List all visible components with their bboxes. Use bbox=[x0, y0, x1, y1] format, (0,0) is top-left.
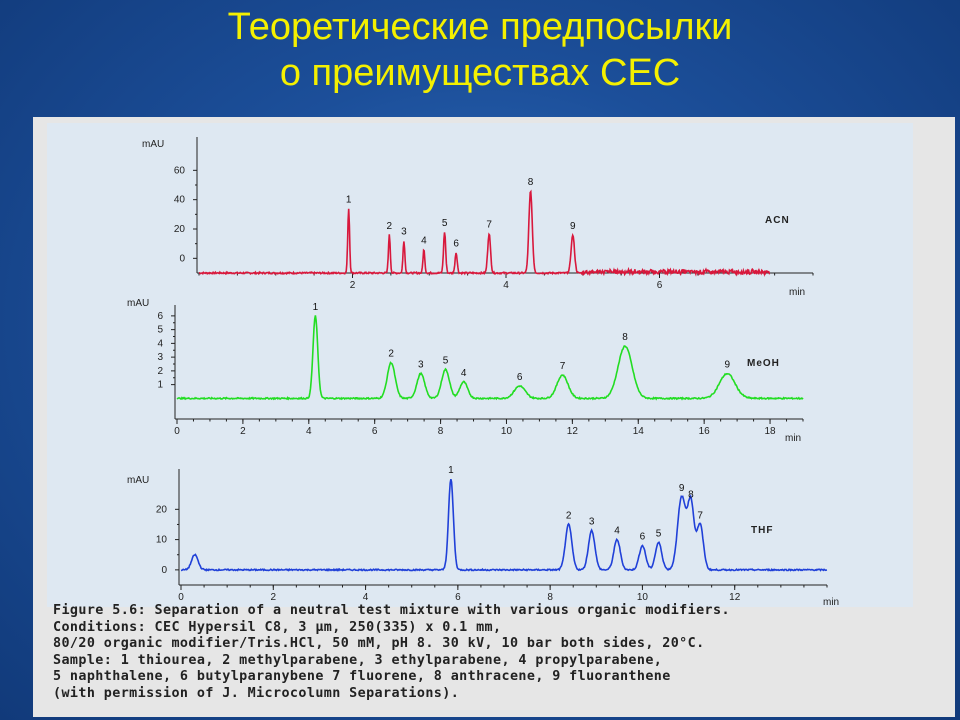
peak-label: 2 bbox=[566, 510, 572, 521]
y-axis-label: mAU bbox=[142, 139, 164, 150]
peak-label: 7 bbox=[560, 361, 566, 372]
x-tick-label: 4 bbox=[363, 592, 369, 603]
peak-label: 8 bbox=[688, 489, 694, 500]
series-line-thf bbox=[180, 479, 828, 572]
peak-label: 4 bbox=[421, 236, 427, 247]
solvent-label: MeOH bbox=[747, 358, 780, 369]
x-axis-label: min bbox=[785, 433, 801, 444]
y-tick-label: 4 bbox=[157, 338, 163, 349]
x-tick-label: 6 bbox=[455, 592, 461, 603]
x-tick-label: 16 bbox=[699, 426, 711, 437]
figure-caption: Figure 5.6: Separation of a neutral test… bbox=[53, 603, 933, 703]
x-tick-label: 8 bbox=[438, 426, 444, 437]
y-tick-label: 10 bbox=[156, 535, 168, 546]
peak-label: 2 bbox=[387, 221, 393, 232]
peak-label: 4 bbox=[461, 368, 467, 379]
peak-label: 9 bbox=[724, 360, 730, 371]
caption-line: 5 naphthalene, 6 butylparanybene 7 fluor… bbox=[53, 669, 671, 685]
series-line-acn bbox=[198, 189, 771, 277]
peak-label: 3 bbox=[418, 360, 424, 371]
y-tick-label: 60 bbox=[174, 165, 186, 176]
peak-label: 3 bbox=[401, 227, 407, 238]
peak-label: 1 bbox=[448, 465, 454, 476]
peak-label: 5 bbox=[442, 218, 448, 229]
peak-label: 6 bbox=[453, 238, 459, 249]
x-tick-label: 2 bbox=[271, 592, 277, 603]
solvent-label: THF bbox=[751, 525, 773, 536]
y-tick-label: 3 bbox=[157, 352, 163, 363]
peak-label: 5 bbox=[656, 529, 662, 540]
x-tick-label: 0 bbox=[178, 592, 184, 603]
y-tick-label: 20 bbox=[174, 224, 186, 235]
x-tick-label: 10 bbox=[637, 592, 649, 603]
peak-label: 7 bbox=[697, 510, 703, 521]
y-tick-label: 2 bbox=[157, 366, 163, 377]
peak-label: 9 bbox=[679, 483, 685, 494]
x-tick-label: 6 bbox=[657, 280, 663, 291]
x-tick-label: 12 bbox=[729, 592, 741, 603]
x-tick-label: 10 bbox=[501, 426, 513, 437]
peak-label: 6 bbox=[640, 532, 646, 543]
caption-line: Conditions: CEC Hypersil C8, 3 μm, 250(3… bbox=[53, 619, 502, 635]
y-axis-label: mAU bbox=[127, 298, 149, 309]
x-axis-label: min bbox=[789, 287, 805, 298]
slide-title-line-2: о преимуществах CEC bbox=[279, 52, 681, 94]
x-tick-label: 2 bbox=[350, 280, 356, 291]
peak-label: 3 bbox=[589, 517, 595, 528]
peak-label: 6 bbox=[517, 372, 523, 383]
peak-label: 1 bbox=[346, 194, 352, 205]
x-tick-label: 12 bbox=[567, 426, 579, 437]
x-tick-label: 14 bbox=[633, 426, 645, 437]
figure-panel: 0 20 40 60 2 4 6 mAU min 1 2 3 4 5 6 7 8 9 ACN 1 2 3 4 5 6 0 2 4 6 8 1… bbox=[33, 117, 955, 717]
peak-label: 2 bbox=[388, 349, 394, 360]
solvent-label: ACN bbox=[765, 215, 790, 226]
slide-title-line-1: Теоретические предпосылки bbox=[227, 6, 733, 48]
x-tick-label: 8 bbox=[547, 592, 553, 603]
peak-label: 9 bbox=[570, 221, 576, 232]
peak-label: 8 bbox=[528, 177, 534, 188]
x-tick-label: 4 bbox=[306, 426, 312, 437]
y-tick-label: 0 bbox=[179, 253, 185, 264]
y-tick-label: 6 bbox=[157, 311, 163, 322]
series-line-meoh bbox=[176, 315, 804, 401]
caption-line: Figure 5.6: Separation of a neutral test… bbox=[53, 603, 730, 618]
x-axis-label: min bbox=[823, 597, 839, 607]
y-tick-label: 0 bbox=[161, 565, 167, 576]
caption-line: 80/20 organic modifier/Tris.HCl, 50 mM, … bbox=[53, 636, 705, 652]
y-tick-label: 1 bbox=[157, 380, 163, 391]
peak-label: 1 bbox=[313, 302, 319, 313]
y-tick-label: 40 bbox=[174, 195, 186, 206]
x-tick-label: 6 bbox=[372, 426, 378, 437]
slide-title: Теоретические предпосылки о преимущества… bbox=[0, 4, 960, 96]
x-tick-label: 0 bbox=[174, 426, 180, 437]
y-tick-label: 20 bbox=[156, 504, 168, 515]
caption-line: Sample: 1 thiourea, 2 methylparabene, 3 … bbox=[53, 652, 663, 668]
x-tick-label: 4 bbox=[503, 280, 509, 291]
x-tick-label: 2 bbox=[240, 426, 246, 437]
peak-label: 8 bbox=[622, 332, 628, 343]
chromatogram-area: 0 20 40 60 2 4 6 mAU min 1 2 3 4 5 6 7 8 9 ACN 1 2 3 4 5 6 0 2 4 6 8 1… bbox=[47, 123, 913, 607]
caption-line: (with permission of J. Microcolumn Separ… bbox=[53, 685, 460, 701]
peak-label: 5 bbox=[443, 356, 449, 367]
x-tick-label: 18 bbox=[764, 426, 776, 437]
y-axis-label: mAU bbox=[127, 475, 149, 486]
y-tick-label: 5 bbox=[157, 325, 163, 336]
peak-label: 7 bbox=[486, 219, 492, 230]
peak-label: 4 bbox=[614, 526, 620, 537]
